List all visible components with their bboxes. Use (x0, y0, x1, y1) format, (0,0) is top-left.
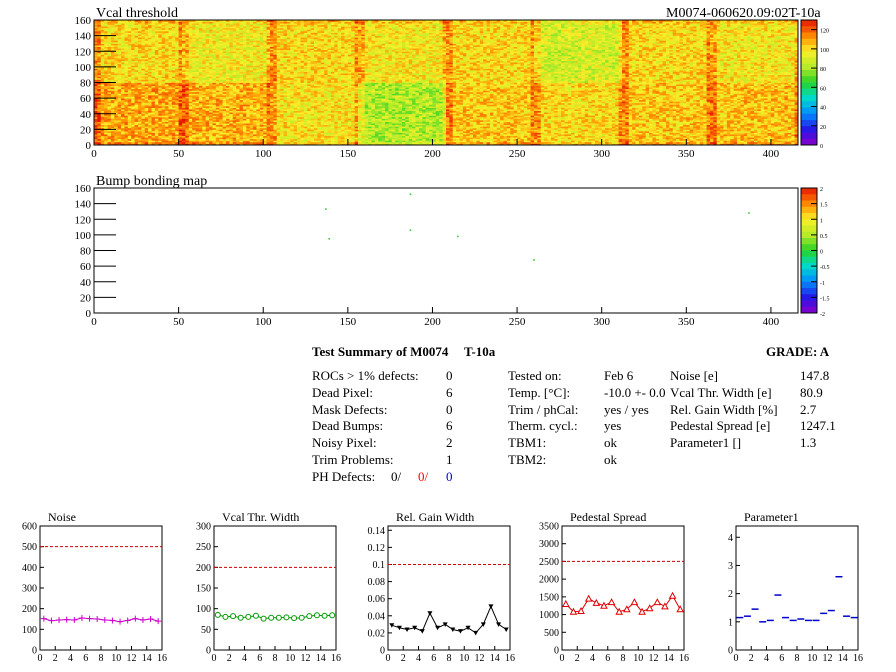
vcal-threshold-map-layer: 0 50 100 150 200 250 300 350 4000204060801001201… (75, 15, 830, 160)
